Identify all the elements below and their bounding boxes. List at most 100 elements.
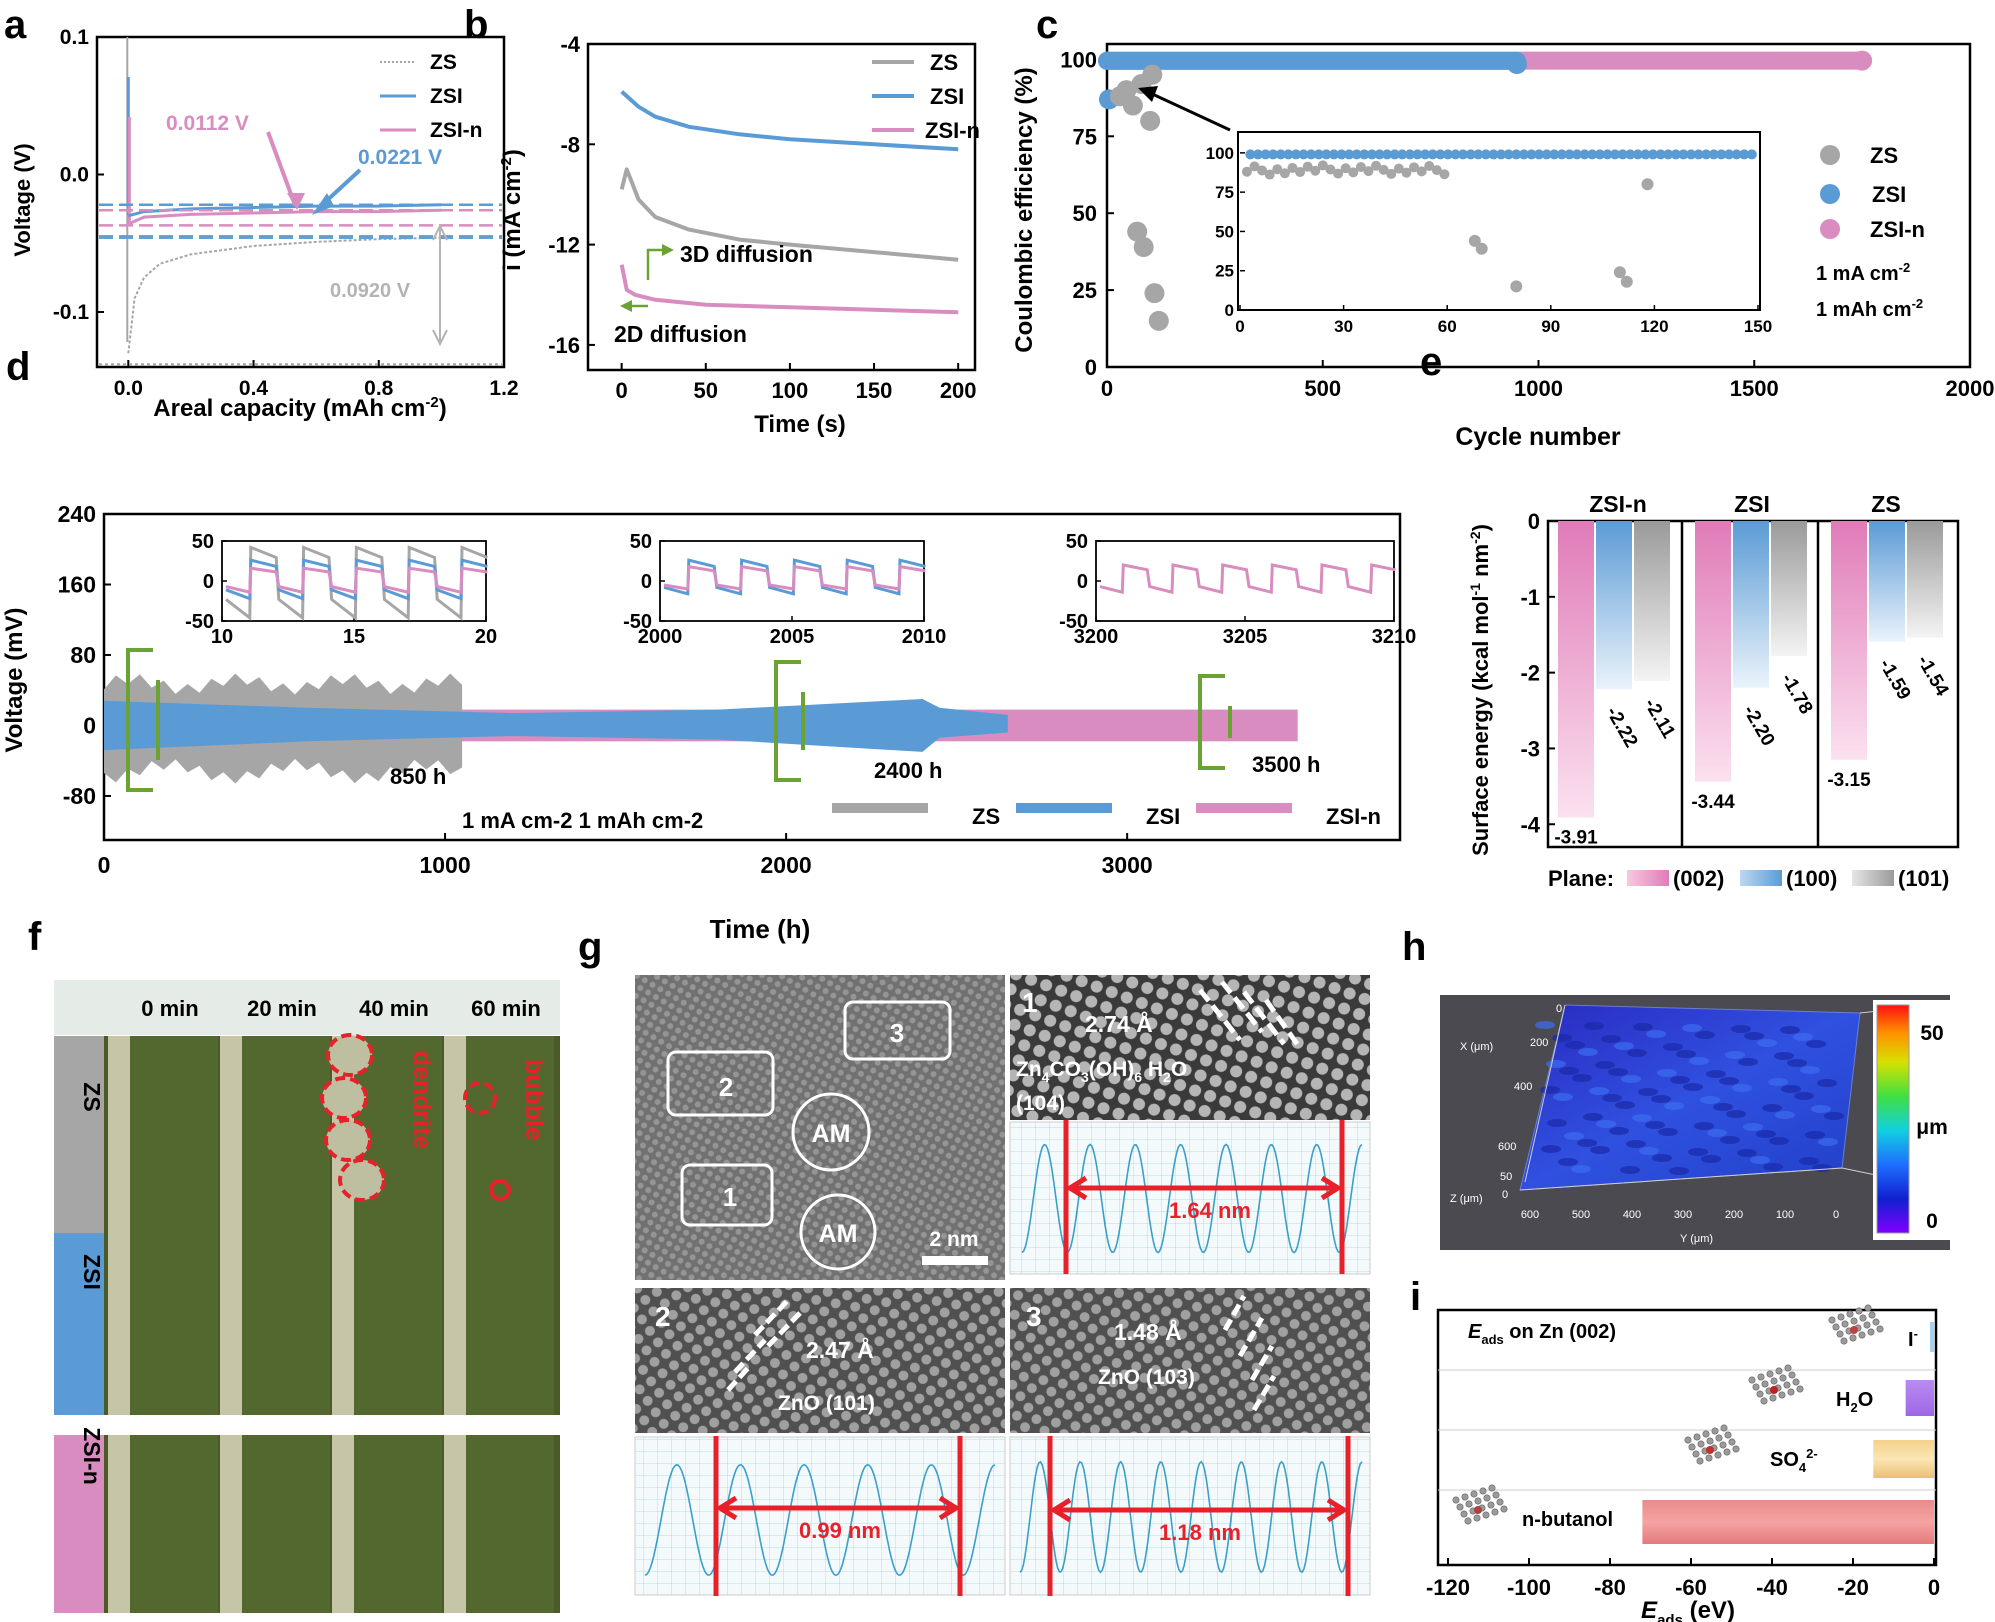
inset-point-zs [1409, 162, 1420, 173]
plot-frame-i [1436, 1308, 1938, 1567]
y-tick-label: -3 [1520, 736, 1540, 761]
panel-label-e: e [1420, 340, 1442, 384]
lattice-fringes-2 [726, 1296, 805, 1392]
x-axis-label-h: X (μm) [1460, 1041, 1493, 1053]
molecule-iodide [1841, 1320, 1849, 1328]
inset-point-zsi [1480, 149, 1491, 160]
inset-x-tick-label: 2000 [638, 626, 683, 648]
molecule-iodide-adsorbate [1850, 1326, 1858, 1334]
panel-e: ZSI-n ZSI ZS 0 -1 -2 -3 -4 -3.91 -2.22-2.11 -3.… [1467, 491, 1960, 891]
y-axis-label-h: Y (μm) [1680, 1233, 1713, 1245]
molecule-water [1770, 1377, 1778, 1385]
inset-point-zsi [1321, 149, 1332, 160]
inset-point-zsi [1731, 149, 1742, 160]
annotation-zsin-overpotential: 0.0112 V [166, 112, 249, 135]
label-water: H2O [1836, 1389, 1873, 1415]
annotation-dendrite: dendrite [408, 1051, 436, 1150]
molecule-water [1792, 1378, 1800, 1386]
bar-ZS-(100) [1869, 521, 1905, 642]
surface-texture [1546, 1060, 1566, 1068]
inset-point-zs [1348, 167, 1359, 178]
molecule-sulfate [1702, 1430, 1710, 1438]
y-tick-label: -1 [1520, 585, 1540, 610]
electrode-channel [466, 1435, 554, 1613]
inset-point-zsi [1739, 149, 1750, 160]
inset-point-zs [1340, 163, 1351, 174]
inset-point-zsi [1473, 149, 1484, 160]
inset-point-zsi [1708, 149, 1719, 160]
y-tick-label: 240 [58, 501, 96, 527]
inset-point-zsi [1663, 149, 1674, 160]
band-zsi [104, 699, 1008, 752]
electrode-edge [108, 1233, 130, 1415]
row-label-zsi: ZSI [79, 1254, 105, 1290]
x-axis-label-b: Time (s) [754, 411, 846, 438]
point-zs [1142, 64, 1163, 85]
scale-bar [922, 1256, 988, 1265]
inset-point-zsi [1412, 149, 1423, 160]
electrode-channel [466, 1233, 554, 1415]
inset-point-zs [1279, 168, 1290, 179]
y-tick-label: 0.1 [60, 26, 90, 49]
y-tick-label: -80 [63, 783, 96, 809]
electrode-edge [220, 1036, 242, 1248]
point-zs [1127, 221, 1148, 242]
legend-marker-zsi-c [1820, 184, 1840, 204]
panel-a: 0.0 0.4 0.8 1.2 0.1 0.0 -0.1 Voltage (V) Areal… [10, 26, 519, 422]
surface-texture [1583, 1113, 1603, 1121]
annotation-2d-diffusion: 2D diffusion [614, 321, 747, 347]
inset-point-zs [1287, 162, 1298, 173]
surface-texture [1780, 1026, 1800, 1034]
molecule-iodide [1864, 1304, 1872, 1312]
fft-image-3 [1010, 1288, 1370, 1433]
molecule-water [1778, 1391, 1786, 1399]
inset-point-zsi [1306, 149, 1317, 160]
inset-point-zs [1272, 164, 1283, 175]
legend-zs-d: ZS [972, 804, 1000, 829]
row-tab-2 [54, 1435, 104, 1613]
surface-texture [1800, 1066, 1820, 1074]
x-axis-label-i: Eads (eV) [1641, 1597, 1735, 1622]
y-tick-label: 0 [1528, 509, 1540, 534]
label-sulfate: SO42- [1770, 1446, 1818, 1475]
surface-texture [1817, 1079, 1837, 1087]
molecule-butanol [1479, 1487, 1487, 1495]
surface-texture [1688, 1148, 1708, 1156]
surface-texture [1694, 1122, 1714, 1130]
inset-x-tick-label: 0 [1235, 317, 1244, 336]
molecule-iodide [1868, 1311, 1876, 1319]
molecule-butanol [1452, 1496, 1460, 1504]
y-tick-label: 0 [1085, 355, 1097, 380]
surface-texture [1738, 1058, 1758, 1066]
surface-texture [1775, 1111, 1795, 1119]
inset-point-zsi [1723, 149, 1734, 160]
bar-ZSI-(101) [1771, 521, 1807, 656]
inset-point-zsi [1496, 149, 1507, 160]
inset-point-zsi [1435, 149, 1446, 160]
annotation-arrowhead-pink [287, 193, 305, 210]
inset-x-tick-label: 3210 [1372, 626, 1417, 648]
inset-y-tick-label: -50 [1059, 611, 1088, 633]
inset-point-zsi [1746, 149, 1757, 160]
surface-texture [1811, 1105, 1831, 1113]
electrode-channel [354, 1435, 442, 1613]
bar-I [1929, 1322, 1934, 1352]
inset-y-tick-label: 50 [1215, 222, 1234, 241]
surface-texture [1757, 1039, 1777, 1047]
inset-point-zs [1510, 280, 1523, 293]
electrode-channel [242, 1036, 330, 1248]
surface-texture [1689, 1057, 1709, 1065]
inset-point-zsi [1572, 149, 1583, 160]
inset-point-zsi [1686, 149, 1697, 160]
legend-zsi: ZSI [430, 85, 463, 108]
inset-point-zsi [1283, 149, 1294, 160]
y-tick-label: 100 [1060, 47, 1097, 72]
surface-texture [1645, 1121, 1665, 1129]
x-tick-label: 1.2 [489, 377, 518, 400]
phase-label-3: ZnO (103) [1098, 1366, 1195, 1389]
x-tick-label: 0 [1928, 1575, 1940, 1600]
legend-swatch-002 [1627, 870, 1669, 886]
inset-point-zs [1355, 162, 1366, 172]
line-zsi [127, 203, 442, 218]
